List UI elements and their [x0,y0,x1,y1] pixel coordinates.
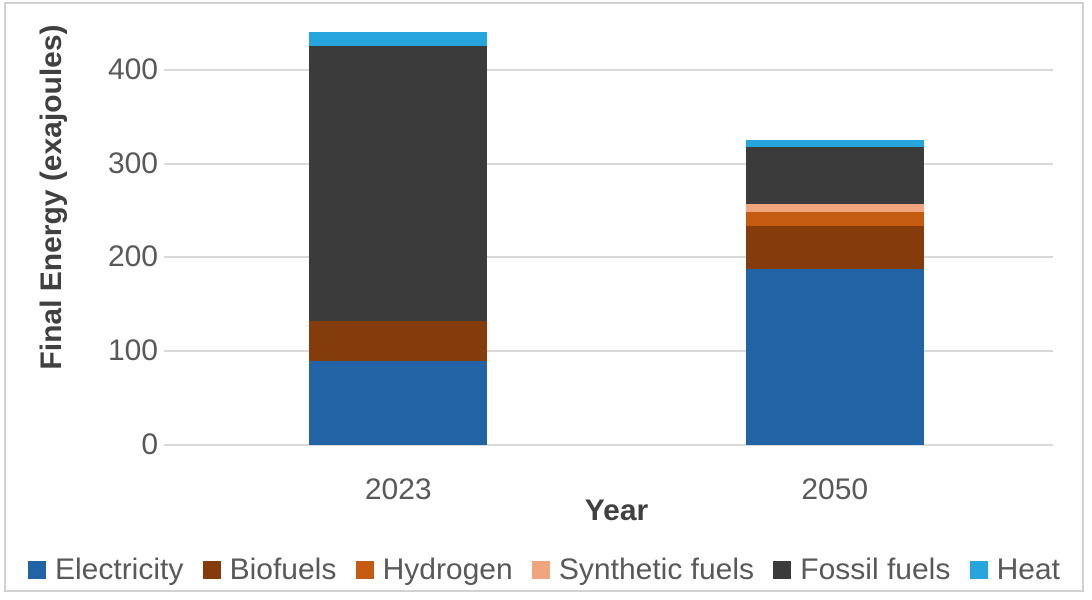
bar-segment-2023-fossil-fuels [309,46,488,322]
x-category-label-2023: 2023 [364,473,432,506]
bar-segment-2023-biofuels [309,321,488,361]
bar-segment-2050-biofuels [745,226,924,269]
legend-swatch-heat [969,561,988,579]
x-axis-title: Year [584,494,649,527]
gridline-0 [180,444,1053,446]
legend-item-heat: Heat [969,553,1060,587]
y-tick-mark-300 [164,162,180,165]
x-category-label-2050: 2050 [801,473,869,506]
gridline-400 [180,68,1053,71]
y-tick-mark-0 [164,444,180,446]
y-tick-mark-200 [164,256,180,259]
y-tick-label-400: 400 [107,52,158,86]
bar-segment-2050-synthetic-fuels [745,203,924,213]
gridline-100 [180,350,1053,353]
legend-swatch-hydrogen [355,561,374,579]
legend-label-hydrogen: Hydrogen [382,553,513,586]
legend-label-fossil-fuels: Fossil fuels [800,553,951,586]
legend-label-biofuels: Biofuels [229,553,337,586]
y-tick-label-300: 300 [107,146,158,180]
y-tick-label-200: 200 [107,240,158,274]
bar-segment-2050-fossil-fuels [745,146,924,204]
gridline-200 [180,256,1053,259]
legend-item-fossil-fuels: Fossil fuels [773,553,950,587]
legend-item-synthetic-fuels: Synthetic fuels [531,553,755,587]
y-tick-label-0: 0 [141,428,158,461]
legend-swatch-synthetic-fuels [531,561,550,579]
legend-swatch-fossil-fuels [773,561,792,579]
bar-segment-2050-hydrogen [745,212,924,227]
legend-item-biofuels: Biofuels [202,553,337,587]
bar-segment-2023-electricity [309,360,488,445]
legend-item-hydrogen: Hydrogen [355,553,513,587]
legend-label-heat: Heat [996,553,1060,586]
legend-label-synthetic-fuels: Synthetic fuels [558,553,755,586]
y-tick-label-100: 100 [107,334,158,368]
bar-segment-2050-heat [745,140,924,147]
y-tick-mark-400 [164,68,180,71]
legend-swatch-biofuels [202,561,221,579]
bar-segment-2023-heat [309,32,488,47]
legend-label-electricity: Electricity [55,553,184,586]
legend: Electricity Biofuels Hydrogen Synthetic fue… [28,551,1060,589]
gridline-300 [180,162,1053,165]
bar-segment-2050-electricity [745,268,924,445]
legend-item-electricity: Electricity [28,553,183,587]
legend-swatch-electricity [28,561,46,579]
y-tick-mark-100 [164,350,180,353]
